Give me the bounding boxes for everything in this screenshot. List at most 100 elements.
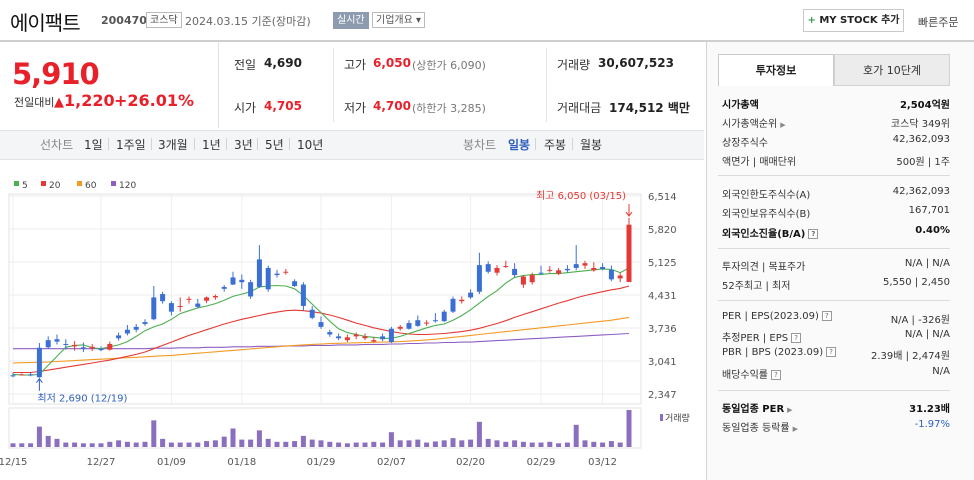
period-1d[interactable]: 1일 [84,138,103,152]
legend-label: 5 [22,181,28,191]
separator [194,138,195,150]
legend-label: 20 [49,181,61,191]
info-value: N/A [932,366,950,377]
info-label: PBR | BPS (2023.09)? [722,347,837,358]
prev-close-label: 전일 [234,58,257,72]
tab-invest-info[interactable]: 투자정보 [718,54,834,86]
chart-legend: 5 20 60 120 [14,181,136,191]
realtime-button[interactable]: 실시간 [333,12,369,29]
caret-right-icon[interactable]: ▶ [787,406,793,414]
volume-bar [520,441,526,447]
info-value: 0.40% [915,225,950,236]
candle-body [19,374,25,376]
volume-bar [309,439,315,447]
candle-body [432,320,438,322]
date-text: 2024.03.15 기준(장마감) [185,15,311,28]
help-icon[interactable]: ? [791,333,802,343]
candle-body [80,347,86,349]
volume-bar [168,442,174,447]
candle-body [503,266,509,268]
period-1y[interactable]: 1년 [202,138,221,152]
amount-number: 174,512 [609,101,664,115]
info-label: 외국인한도주식수(A) [722,186,810,201]
volume-value: 30,607,523 [598,56,674,70]
candle-body [124,329,130,334]
help-icon[interactable]: ? [821,311,832,321]
candle-body [274,273,280,276]
volume-bar [80,443,86,447]
line-chart-label[interactable]: 선차트 [40,138,74,152]
volume-bar [54,438,60,447]
period-3m[interactable]: 3개월 [158,138,188,152]
company-overview-button[interactable]: 기업개요 ▾ [372,12,425,28]
price-chart[interactable]: 5 20 60 120 6,514 5,820 5,125 4,431 3,736 3,041 2… [0,176,704,480]
candle-body [397,326,403,329]
volume-bar [151,420,157,447]
high-label: 고가 [344,58,367,72]
caret-right-icon[interactable]: ▶ [792,425,798,433]
volume-bar [292,441,298,447]
volume-bar [36,426,42,447]
candle-body [380,336,386,340]
volume-bar [450,438,456,447]
info-label: 동일업종 등락률 ▶ [722,419,798,434]
x-tick-label: 01/18 [227,457,256,468]
candle-body [608,269,614,280]
candle-monthly[interactable]: 월봉 [580,138,603,152]
volume-bar [626,410,632,447]
period-5y[interactable]: 5년 [265,138,284,152]
my-stock-add-button[interactable]: + MY STOCK 추가 [803,9,904,32]
volume-bar [72,442,78,447]
candle-body [336,336,342,339]
volume-bar [547,441,553,447]
volume-bar [63,442,69,447]
low-annotation: 최저 2,690 (12/19) [37,393,127,405]
quick-order-link[interactable]: 빠른주문 [918,16,959,29]
help-icon[interactable]: ? [808,229,819,239]
info-label: 액면가 | 매매단위 [722,153,796,168]
market-badge: 코스닥 [146,12,182,28]
y-tick-label: 2,347 [648,390,677,401]
candle-body [485,264,491,272]
period-10y[interactable]: 10년 [297,138,324,152]
candle-body [512,268,518,276]
period-3y[interactable]: 3년 [234,138,253,152]
candle-daily[interactable]: 일봉 [508,138,531,152]
ma-line-ma120 [13,332,630,350]
info-value: 42,362,093 [892,134,950,145]
info-label-text: 배당수익률 [722,370,768,381]
legend-label: 120 [119,181,136,191]
help-icon[interactable]: ? [771,370,781,380]
volume-bar [459,440,465,447]
info-label-text: PBR | BPS (2023.09) [722,347,824,358]
volume-bar [45,435,51,447]
help-icon[interactable]: ? [826,347,837,357]
separator [226,138,227,150]
caret-right-icon[interactable]: ▶ [780,121,786,129]
candle-body [107,343,113,350]
candle-body [168,303,174,312]
tab-order-book[interactable]: 호가 10단계 [834,54,950,86]
candle-body [600,266,606,269]
volume-bar [476,421,482,447]
high-annotation: 최고 6,050 (03/15) [536,190,626,202]
x-axis-labels: 12/15 12/27 01/09 01/18 01/29 02/07 02/20 02/29… [0,457,617,468]
legend-swatch [14,181,19,186]
volume-bar [230,428,236,447]
volume-bar [142,441,148,447]
candle-body [556,270,562,274]
volume-bar [432,441,438,447]
volume-bar [98,443,104,447]
candle-body [63,343,69,345]
candle-chart-label[interactable]: 봉차트 [463,138,497,152]
volume-bar [388,432,394,447]
info-label-text: 동일업종 등락률 [722,423,790,434]
info-value: N/A | N/A [904,258,950,269]
candle-body [362,336,368,339]
candle-weekly[interactable]: 주봉 [544,138,567,152]
period-1w[interactable]: 1주일 [116,138,146,152]
volume-bar [256,430,262,447]
volume-bar [274,441,280,447]
legend-swatch [41,181,46,186]
change-label: 전일대비 [14,94,54,110]
